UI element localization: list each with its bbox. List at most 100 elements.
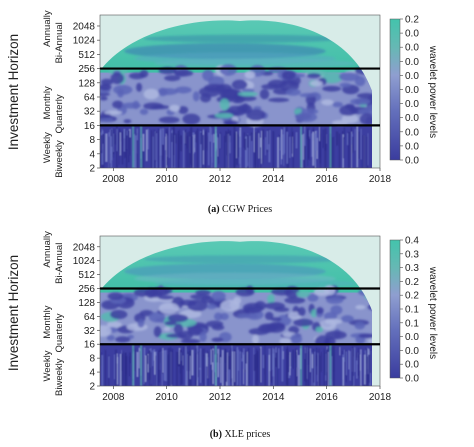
power-streak: [166, 128, 168, 166]
power-blob: [233, 93, 242, 103]
power-streak: [236, 131, 238, 159]
colorbar-tick-label: 0.0: [405, 127, 419, 138]
power-streak: [308, 349, 310, 386]
y-tick-label: 2048: [73, 242, 96, 253]
y-tick-label: 64: [84, 312, 96, 323]
power-blob: [158, 302, 180, 314]
power-streak: [138, 347, 140, 369]
power-streak: [196, 128, 199, 168]
power-streak: [213, 354, 216, 373]
colorbar-gradient: [389, 239, 401, 379]
power-streak: [209, 126, 211, 142]
power-streak: [270, 348, 272, 383]
power-streak: [165, 133, 168, 168]
power-streak: [162, 137, 165, 168]
power-streak: [307, 133, 309, 167]
power-streak: [295, 132, 298, 149]
power-streak: [189, 127, 192, 165]
power-streak: [287, 134, 290, 168]
power-streak: [311, 354, 314, 369]
caption-prefix: (b): [210, 429, 222, 440]
power-streak: [339, 346, 341, 356]
power-streak: [150, 130, 153, 168]
power-blob: [158, 295, 174, 300]
power-streak: [360, 349, 362, 386]
power-blob: [153, 326, 162, 338]
y-tick-label: 128: [78, 78, 95, 89]
y-tick-labels: 2048 1024 512 256 128 64 32 16 8 4 2: [73, 21, 100, 175]
power-streak: [186, 346, 188, 371]
power-ridge: [144, 255, 346, 264]
power-streak: [226, 131, 228, 156]
power-streak: [204, 131, 207, 168]
power-blob: [206, 320, 224, 328]
power-blob: [284, 297, 306, 304]
power-blob: [178, 330, 193, 340]
power-streak: [244, 350, 247, 364]
power-blob: [320, 318, 337, 331]
power-streak: [168, 127, 171, 158]
power-streak: [225, 351, 228, 382]
power-streak: [277, 137, 280, 168]
power-blob: [339, 104, 358, 116]
power-blob: [100, 78, 113, 86]
power-streak: [116, 128, 118, 152]
power-streak: [188, 131, 190, 168]
power-blob: [316, 307, 324, 315]
power-streak: [254, 138, 256, 166]
colorbar-tick-label: 0.0: [405, 141, 419, 152]
power-blob: [106, 334, 115, 341]
power-streak: [128, 128, 131, 138]
plot-frame: [99, 14, 381, 169]
power-streak: [263, 129, 265, 140]
power-streak: [296, 355, 299, 368]
power-streak: [282, 134, 285, 155]
horizon-label: Monthly: [42, 86, 53, 120]
power-streak: [231, 351, 234, 386]
power-streak: [357, 347, 360, 376]
power-streak: [221, 349, 224, 386]
colorbar-gradient: [389, 18, 401, 161]
power-streak: [241, 352, 244, 362]
power-streak: [259, 136, 262, 168]
x-tick-label: 2008: [102, 392, 125, 403]
power-streak: [153, 129, 155, 168]
power-streak: [203, 354, 205, 386]
power-spike: [329, 344, 332, 386]
power-streak: [148, 350, 151, 380]
power-streak: [180, 135, 183, 152]
horizon-label: Biweekly: [54, 358, 65, 396]
y-tick-label: 2: [89, 382, 95, 393]
power-blob: [296, 290, 311, 298]
power-streak: [363, 354, 366, 385]
power-streak: [367, 347, 369, 356]
power-streak: [155, 133, 158, 168]
power-streak: [114, 134, 116, 145]
power-streak: [182, 130, 185, 168]
power-streak: [177, 351, 180, 367]
power-spike: [300, 344, 303, 386]
power-streak: [211, 127, 212, 157]
power-spike: [214, 344, 217, 386]
plot-frame: [99, 235, 381, 387]
power-streak: [352, 136, 354, 153]
colorbar-tick-label: 0.3: [405, 263, 419, 274]
power-streak: [326, 349, 329, 386]
power-streak: [220, 357, 222, 383]
power-streak: [356, 125, 359, 168]
power-blob: [187, 299, 208, 312]
y-tick-label: 16: [84, 340, 96, 351]
power-streak: [121, 131, 124, 165]
power-streak: [312, 131, 315, 166]
power-blob: [326, 296, 344, 304]
power-blob: [211, 337, 224, 343]
power-streak: [189, 355, 191, 380]
power-streak: [207, 351, 209, 386]
panel-a: Investment Horizon Annually Bi-Annual Mont…: [6, 10, 438, 215]
power-streak: [220, 132, 222, 149]
power-streak: [129, 136, 131, 156]
power-streak: [287, 352, 290, 373]
power-streak: [112, 133, 114, 158]
x-tick-label: 2018: [369, 174, 392, 185]
power-streak: [353, 348, 355, 376]
